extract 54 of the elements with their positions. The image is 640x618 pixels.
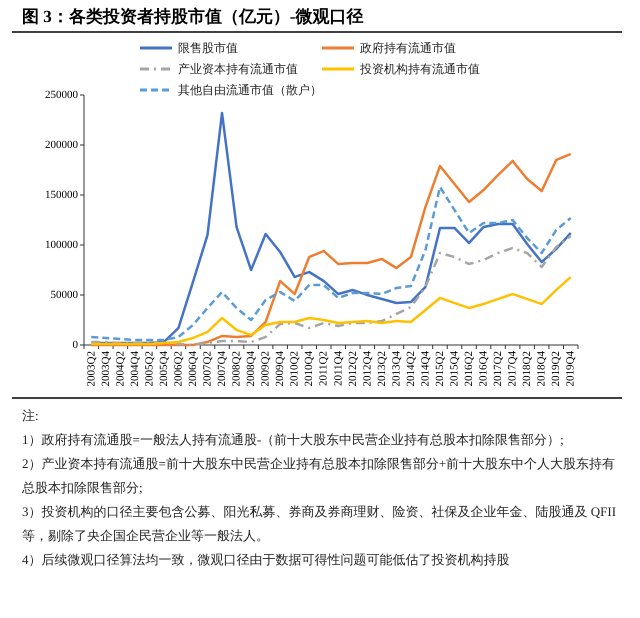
x-tick-label: 2008Q2 [230,351,243,386]
x-tick-label: 2007Q4 [216,350,228,386]
x-tick-label: 2003Q4 [100,350,112,386]
x-tick-label: 2013Q2 [376,351,388,386]
legend-label: 产业资本持有流通市值 [178,62,298,76]
x-tick-label: 2019Q4 [564,350,577,386]
x-tick-label: 2003Q2 [85,351,98,386]
y-tick-label: 200000 [45,139,78,151]
x-tick-label: 2019Q2 [550,351,562,386]
line-series [90,234,572,346]
x-tick-label: 2009Q4 [274,350,286,386]
x-tick-label: 2005Q2 [143,351,156,386]
x-tick-label: 2010Q2 [288,351,301,386]
x-tick-label: 2015Q4 [448,350,460,386]
text: 注: [22,407,40,425]
legend-label: 政府持有流通市值 [360,41,456,55]
y-tick-label: 50000 [50,289,78,301]
x-tick-label: 2011Q4 [332,350,344,386]
x-tick-label: 2014Q4 [419,350,432,386]
text: 4）后续微观口径算法均一致，微观口径由于数据可得性问题可能低估了投资机构持股 [22,551,510,569]
x-tick-label: 2010Q4 [303,350,316,386]
x-tick-label: 2012Q2 [346,351,359,386]
y-tick-label: 250000 [45,89,78,101]
y-tick-label: 100000 [45,239,78,251]
x-tick-label: 2007Q2 [202,351,214,386]
x-tick-label: 2008Q4 [245,350,258,386]
x-tick-label: 2016Q2 [463,351,476,386]
text: 3）投资机构的口径主要包含公募、阳光私募、券商及券商理财、险资、社保及企业年金、陆股通及 QFII 等，剔除了央企国企民营企业等一般法人。 [22,503,618,545]
y-tick-label: 150000 [45,189,78,201]
x-tick-label: 2016Q4 [478,350,490,386]
x-tick-label: 2015Q2 [434,351,446,386]
line-series [90,276,572,346]
x-tick-label: 2004Q4 [128,350,141,386]
text: 1）政府持有流通股=一般法人持有流通股-（前十大股东中民营企业持有总股本扣除限售部分）; [22,431,565,449]
y-tick-label: 0 [72,339,78,351]
x-tick-label: 2006Q4 [186,350,199,386]
x-tick-label: 2006Q2 [172,351,184,386]
x-tick-label: 2013Q4 [390,350,402,386]
x-tick-label: 2017Q4 [506,350,519,386]
x-tick-label: 2011Q2 [318,351,330,386]
line-series [90,186,572,342]
x-tick-label: 2017Q2 [492,351,504,386]
x-tick-label: 2004Q2 [114,351,126,386]
x-tick-label: 2014Q2 [404,351,417,386]
legend-label: 限售股市值 [178,41,238,55]
x-tick-label: 2009Q2 [260,351,272,386]
x-tick-label: 2018Q2 [521,351,534,386]
x-tick-label: 2012Q4 [361,350,374,386]
x-tick-label: 2018Q4 [536,350,548,386]
legend-label: 投资机构持有流通市值 [359,62,480,76]
text: 2）产业资本持有流通股=前十大股东中民营企业持有总股本扣除限售部分+前十大股东中个人大股东持有总股本扣除限售部分; [22,455,616,497]
x-tick-label: 2005Q4 [158,350,170,386]
legend-label: 其他自由流通市值（散户） [178,83,322,97]
chart-title: 图 3：各类投资者持股市值（亿元）-微观口径 [22,7,364,26]
